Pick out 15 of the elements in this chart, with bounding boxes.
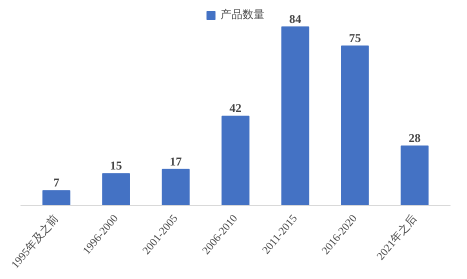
bar [42,190,70,206]
bar [222,116,250,206]
bar [281,26,310,206]
data-label: 17 [170,154,182,168]
bar [400,145,429,206]
legend-label: 产品数量 [220,8,264,22]
bar [102,173,130,206]
data-label: 7 [53,176,60,190]
bar [162,168,190,206]
bar [341,46,369,206]
data-label: 15 [110,158,122,173]
data-label: 84 [289,12,302,26]
data-label: 28 [408,130,421,145]
data-label: 75 [348,31,361,46]
data-label: 42 [230,101,242,116]
